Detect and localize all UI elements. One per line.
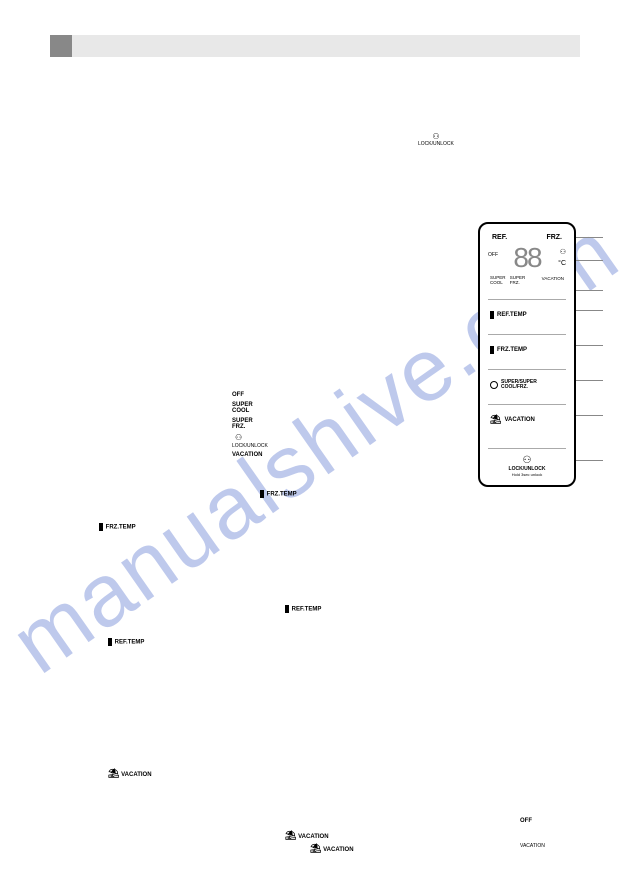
pointer-line (573, 310, 603, 311)
lock-icon: ⚇ (418, 132, 454, 141)
label-frz-temp-1: FRZ.TEMP (260, 490, 297, 498)
panel-vacation-label: VACATION (542, 276, 564, 281)
vacation-icon: ⛱ (285, 830, 296, 840)
block-icon (108, 638, 112, 646)
frz-temp-text: FRZ.TEMP (106, 525, 136, 531)
pointer-line (573, 290, 603, 291)
panel-frz-label: FRZ. (546, 234, 562, 241)
panel-ref-label: REF. (492, 234, 507, 241)
ref-icon (490, 311, 494, 319)
top-lock-block: ⚇ LOCK/UNLOCK (418, 132, 454, 147)
body-lock-icon: ⚇ (235, 433, 242, 442)
pointer-line (573, 260, 603, 261)
control-panel: REF. FRZ. OFF 88 ⚇ °C SUPER COOL SUPER F… (478, 222, 576, 487)
lock-subtitle: Hold 3sec unlock (488, 472, 566, 477)
panel-row-vacation[interactable]: ⛱ VACATION (488, 404, 566, 434)
panel-row-ref[interactable]: REF.TEMP (488, 299, 566, 329)
label-vacation-1: ⛱ VACATION (108, 768, 152, 779)
lock-icon-large: ⚇ (488, 455, 566, 466)
vacation-text: VACATION (121, 772, 151, 778)
panel-degree: °C (558, 260, 566, 267)
label-off: OFF (232, 392, 244, 398)
panel-super-frz: SUPER FRZ. (510, 276, 526, 285)
vacation-icon: ⛱ (310, 843, 321, 853)
panel-row-frz[interactable]: FRZ.TEMP (488, 334, 566, 364)
panel-super-labels: SUPER COOL SUPER FRZ. (490, 276, 525, 285)
frz-temp-text: FRZ.TEMP (267, 492, 297, 498)
ref-temp-text: REF.TEMP (292, 607, 322, 613)
panel-digits: 88 (488, 244, 566, 272)
super-label: SUPER/SUPER COOL/FRZ. (501, 380, 537, 390)
label-super-cool: SUPER COOL (232, 402, 253, 414)
label-super-frz: SUPER FRZ. (232, 418, 253, 430)
block-icon (260, 490, 264, 498)
label-ref-temp-2: REF.TEMP (108, 638, 144, 646)
ref-temp-text: REF.TEMP (115, 640, 145, 646)
pointer-line (573, 345, 603, 346)
vacation-text: VACATION (298, 834, 328, 840)
label-vacation-caps: VACATION (232, 452, 262, 458)
label-lockunlock: LOCK/UNLOCK (232, 443, 268, 449)
vacation-icon: ⛱ (108, 768, 119, 778)
label-off-2: OFF (520, 818, 532, 824)
panel-display: REF. FRZ. OFF 88 ⚇ °C SUPER COOL SUPER F… (488, 234, 566, 292)
panel-row-super[interactable]: SUPER/SUPER COOL/FRZ. (488, 369, 566, 399)
pointer-line (573, 460, 603, 461)
ref-temp-label: REF.TEMP (497, 312, 527, 318)
pointer-line (573, 380, 603, 381)
label-vacation-2: ⛱ VACATION (285, 830, 329, 841)
label-ref-temp-1: REF.TEMP (285, 605, 321, 613)
vacation-label: VACATION (504, 417, 534, 423)
block-icon (99, 523, 103, 531)
panel-super-cool: SUPER COOL (490, 276, 506, 285)
block-icon (285, 605, 289, 613)
super-icon (490, 381, 498, 389)
lock-label: LOCK/UNLOCK (418, 141, 454, 147)
label-vacation-4: VACATION (520, 843, 545, 849)
panel-lock-row[interactable]: ⚇ LOCK/UNLOCK Hold 3sec unlock (488, 448, 566, 477)
pointer-line (573, 415, 603, 416)
header-bar (50, 35, 580, 57)
label-vacation-3: ⛱ VACATION (310, 843, 354, 854)
vacation-text: VACATION (323, 847, 353, 853)
header-accent (50, 35, 72, 57)
frz-temp-label: FRZ.TEMP (497, 347, 527, 353)
label-frz-temp-2: FRZ.TEMP (99, 523, 136, 531)
panel-lock-icon: ⚇ (560, 248, 566, 256)
vacation-icon: ⛱ (490, 415, 501, 424)
pointer-line (573, 237, 603, 238)
frz-icon (490, 346, 494, 354)
